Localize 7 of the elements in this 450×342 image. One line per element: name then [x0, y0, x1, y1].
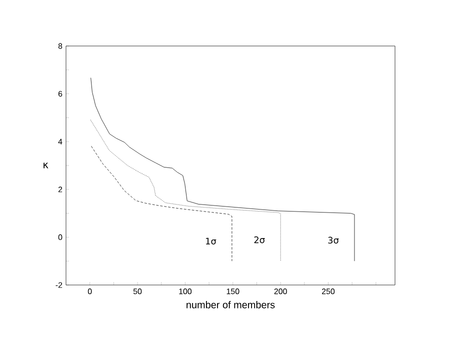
- annotation: 1σ: [206, 238, 216, 244]
- line-series: [91, 146, 232, 262]
- x-axis-title: number of members: [186, 301, 275, 308]
- line-series: [90, 78, 355, 262]
- annotation: 2σ: [254, 236, 265, 244]
- annotation: 3σ: [328, 236, 339, 244]
- y-axis-title: κ: [44, 162, 48, 168]
